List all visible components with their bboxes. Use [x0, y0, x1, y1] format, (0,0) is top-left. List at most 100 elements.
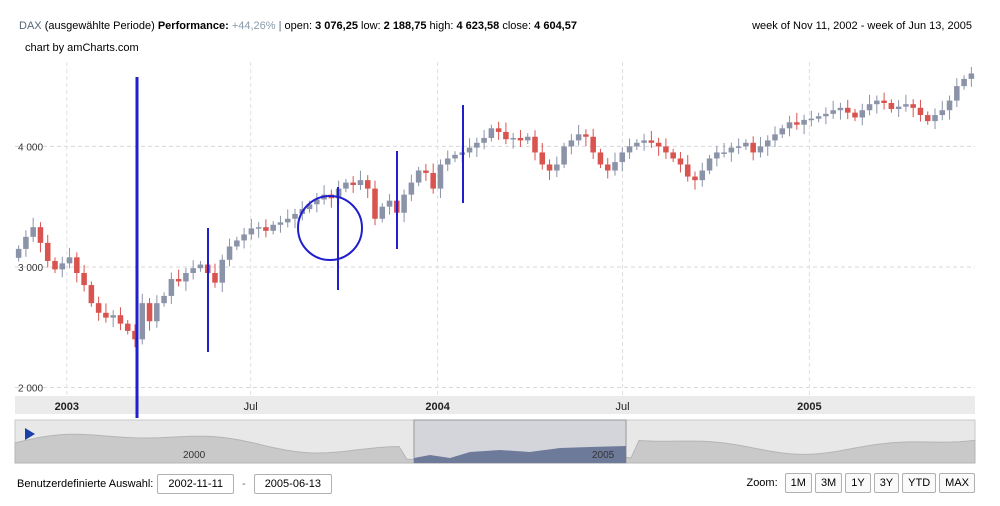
candle-body: [554, 164, 560, 171]
custom-selection-label: Benutzerdefinierte Auswahl:: [17, 478, 154, 490]
candle-body: [648, 140, 655, 143]
candle-body: [306, 204, 313, 210]
candle-body: [714, 152, 720, 159]
candle-body: [23, 236, 29, 249]
candle-body: [561, 146, 567, 165]
navigator-label: 2005: [592, 450, 615, 461]
candle-body: [408, 182, 415, 195]
candle-body: [932, 115, 938, 122]
candle-body: [234, 240, 240, 247]
candle-body: [612, 162, 618, 171]
candle-body: [532, 136, 538, 153]
candle-body: [735, 146, 742, 148]
chart-header: DAX (ausgewählte Periode) Performance: +…: [19, 20, 577, 32]
custom-selection: Benutzerdefinierte Auswahl: 2002-11-11 -…: [17, 473, 336, 495]
navigator-play-icon: [25, 428, 35, 440]
candle-body: [386, 200, 393, 207]
candle-body: [830, 110, 836, 114]
candle-body: [139, 303, 146, 340]
date-dash: -: [242, 478, 246, 490]
candle-body: [190, 268, 196, 274]
candle-body: [663, 146, 669, 153]
candle-body: [292, 213, 298, 219]
open-label: open:: [284, 20, 313, 32]
candle-body: [81, 273, 87, 286]
candle-body: [677, 158, 684, 165]
candle-body: [604, 164, 611, 171]
high-value: 4 623,58: [456, 20, 500, 32]
separator: |: [278, 20, 282, 32]
zoom-max-button[interactable]: MAX: [939, 473, 975, 493]
candle-body: [415, 170, 422, 183]
from-date-input[interactable]: 2002-11-11: [157, 474, 235, 494]
candle-body: [575, 134, 582, 141]
x-tick-label: 2004: [425, 401, 450, 413]
candle-body: [15, 248, 22, 258]
candle-body: [110, 315, 116, 318]
candle-body: [95, 303, 102, 313]
zoom-3y-button[interactable]: 3Y: [873, 473, 900, 493]
candle-body: [692, 176, 698, 181]
candle-body: [124, 323, 131, 331]
performance-value: +44,26%: [231, 20, 276, 32]
candle-body: [823, 113, 829, 117]
candle-body: [917, 107, 924, 116]
candle-body: [706, 158, 713, 171]
candle-body: [641, 140, 647, 143]
candle-body: [30, 227, 36, 237]
candle-body: [583, 134, 589, 137]
candle-body: [132, 330, 138, 340]
period-label: (ausgewählte Periode): [44, 20, 155, 32]
candle-body: [219, 259, 226, 283]
candle-body: [37, 227, 44, 243]
candle-body: [364, 180, 371, 189]
candle-body: [634, 142, 640, 147]
candle-body: [568, 140, 575, 147]
candle-body: [103, 312, 109, 318]
zoom-1y-button[interactable]: 1Y: [845, 473, 871, 493]
candle-body: [874, 100, 880, 105]
candle-body: [401, 194, 407, 213]
x-tick-label: 2003: [55, 401, 79, 413]
y-tick-label: 3 000: [18, 263, 43, 274]
to-date-input[interactable]: 2005-06-13: [253, 474, 332, 494]
candle-body: [437, 164, 444, 189]
navigator-selected-area: [414, 446, 626, 463]
zoom-controls: Zoom: 1M 3M 1Y 3Y YTD MAX: [746, 473, 975, 493]
candle-body: [372, 188, 378, 219]
candle-body: [939, 110, 946, 116]
candle-body: [284, 218, 291, 223]
candle-body: [161, 295, 167, 304]
candle-body: [379, 206, 386, 219]
candle-body: [74, 257, 80, 274]
candle-body: [466, 147, 473, 153]
x-tick-label: Jul: [244, 401, 258, 413]
candle-body: [474, 142, 480, 148]
candle-body: [859, 110, 866, 118]
zoom-1m-button[interactable]: 1M: [784, 473, 812, 493]
candle-body: [546, 164, 553, 171]
candle-body: [277, 222, 284, 225]
close-value: 4 604,57: [534, 20, 577, 32]
performance-label: Performance:: [157, 20, 229, 32]
candle-body: [597, 152, 604, 165]
candle-body: [699, 170, 706, 181]
zoom-3m-button[interactable]: 3M: [814, 473, 843, 493]
candle-body: [248, 228, 255, 235]
candle-body: [59, 263, 66, 270]
candle-body: [881, 100, 887, 103]
candle-body: [52, 260, 58, 270]
candle-body: [852, 112, 858, 118]
candle-body: [837, 107, 844, 111]
candle-body: [263, 227, 269, 231]
candle-body: [655, 142, 662, 147]
candle-body: [924, 115, 931, 122]
candle-body: [721, 152, 727, 154]
candle-body: [88, 285, 95, 304]
candle-body: [488, 128, 495, 138]
zoom-ytd-button[interactable]: YTD: [902, 473, 937, 493]
candle-body: [481, 137, 487, 143]
navigator-label: 2000: [183, 450, 206, 461]
annotation-circle: [297, 195, 363, 261]
candle-body: [961, 78, 967, 87]
